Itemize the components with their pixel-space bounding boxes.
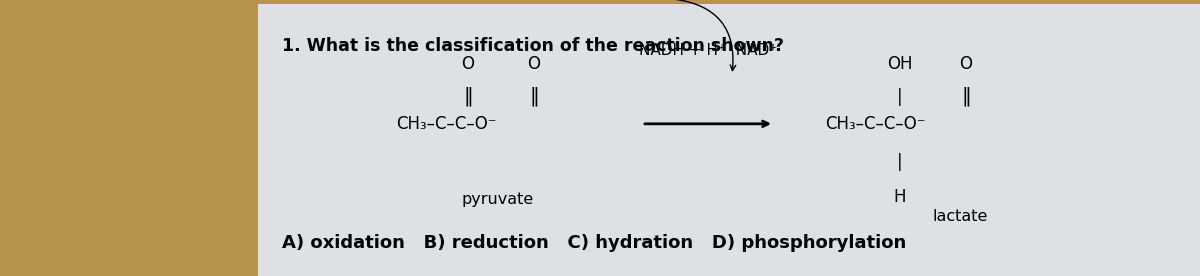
Text: O: O bbox=[528, 55, 540, 73]
Text: |: | bbox=[898, 88, 902, 106]
Text: O: O bbox=[960, 55, 972, 73]
Text: CH₃–C–C–O⁻: CH₃–C–C–O⁻ bbox=[396, 115, 497, 133]
Text: pyruvate: pyruvate bbox=[462, 192, 534, 207]
Text: 1. What is the classification of the reaction shown?: 1. What is the classification of the rea… bbox=[282, 37, 784, 55]
Text: A) oxidation   B) reduction   C) hydration   D) phosphorylation: A) oxidation B) reduction C) hydration D… bbox=[282, 234, 906, 252]
Text: ‖: ‖ bbox=[529, 87, 539, 106]
Text: |: | bbox=[898, 153, 902, 171]
Text: lactate: lactate bbox=[932, 209, 988, 224]
Text: ‖: ‖ bbox=[961, 87, 971, 106]
Text: H: H bbox=[894, 188, 906, 206]
Text: OH: OH bbox=[887, 55, 913, 73]
FancyBboxPatch shape bbox=[258, 4, 1200, 276]
Text: O: O bbox=[462, 55, 474, 73]
Text: ‖: ‖ bbox=[463, 87, 473, 106]
Text: NADH + H⁺  NAD⁺: NADH + H⁺ NAD⁺ bbox=[638, 43, 778, 58]
Text: CH₃–C–C–O⁻: CH₃–C–C–O⁻ bbox=[826, 115, 926, 133]
